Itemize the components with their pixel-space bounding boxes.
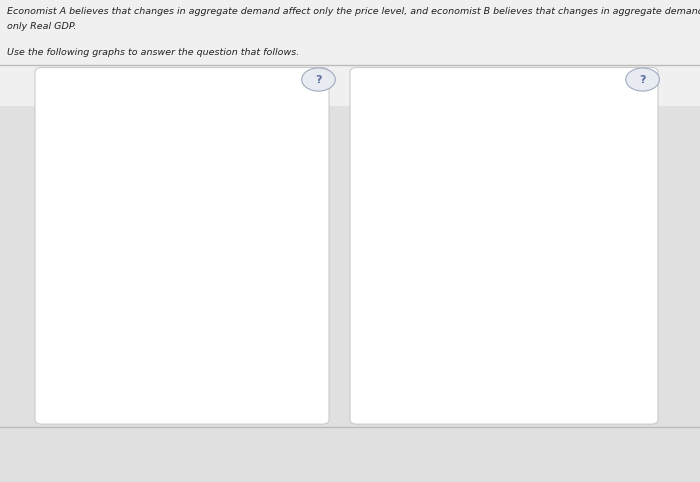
Text: ?: ? [639, 75, 646, 84]
Title: Graph A: Graph A [162, 96, 209, 109]
Polygon shape [389, 113, 620, 388]
Text: AS: AS [601, 219, 615, 228]
Polygon shape [70, 113, 301, 388]
Text: AD₂: AD₂ [250, 303, 268, 313]
Text: AD₂: AD₂ [527, 262, 545, 272]
Text: ?: ? [315, 75, 322, 84]
Title: Graph B: Graph B [480, 96, 528, 109]
Text: AD₁: AD₁ [561, 292, 580, 302]
Text: AS: AS [178, 124, 192, 134]
Text: AD₁: AD₁ [278, 331, 296, 341]
X-axis label: REAL GDP: REAL GDP [480, 392, 528, 402]
Text: only Real GDP.: only Real GDP. [7, 22, 76, 31]
Y-axis label: PRICE: PRICE [374, 236, 384, 265]
Text: Economist A believes that changes in aggregate demand affect only the price leve: Economist A believes that changes in agg… [7, 7, 700, 16]
Y-axis label: PRICE: PRICE [56, 236, 66, 265]
Text: Use the following graphs to answer the question that follows.: Use the following graphs to answer the q… [7, 48, 300, 57]
X-axis label: REAL GDP: REAL GDP [161, 392, 210, 402]
